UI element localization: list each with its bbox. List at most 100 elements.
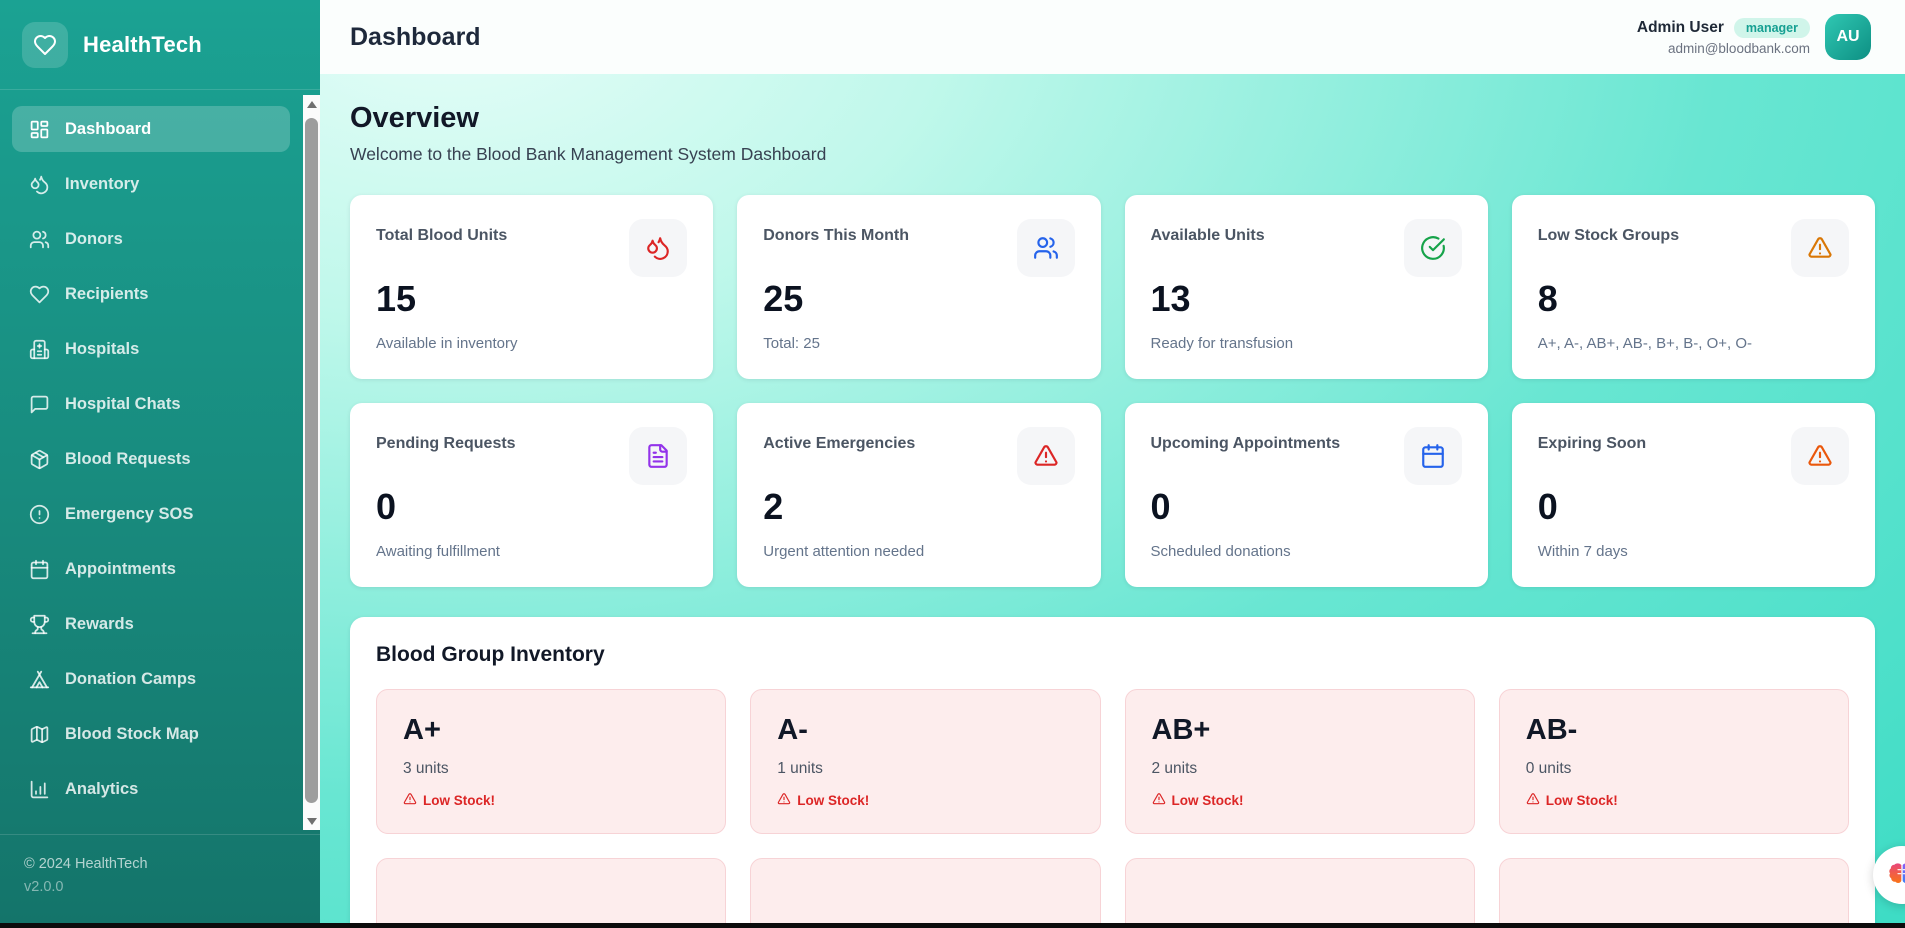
stat-subtitle: Awaiting fulfillment — [376, 542, 500, 560]
message-square-icon — [28, 393, 50, 415]
scrollbar-down-arrow[interactable] — [303, 812, 320, 830]
sidebar-nav: Dashboard Inventory Donors Recipients Ho… — [0, 90, 320, 834]
stat-title: Low Stock Groups — [1537, 227, 1680, 244]
stat-card-pending-requests: Pending Requests 0 Awaiting fulfillment — [350, 402, 714, 587]
blood-group-card-ab-neg: AB- 0 units Low Stock! — [1498, 688, 1849, 834]
stat-subtitle: Available in inventory — [376, 335, 518, 352]
stat-subtitle: Urgent attention needed — [763, 542, 925, 560]
heart-logo-icon — [22, 21, 68, 68]
sidebar-item-donors[interactable]: Donors — [12, 216, 290, 262]
stat-value: 0 — [376, 485, 397, 527]
blood-group-card-partial — [376, 857, 727, 928]
blood-type: A+ — [403, 713, 441, 746]
alert-triangle-icon — [1152, 792, 1166, 809]
stat-title: Available Units — [1150, 227, 1265, 244]
heart-icon — [28, 283, 50, 305]
overview-title: Overview — [350, 102, 479, 134]
sidebar-item-label: Dashboard — [65, 119, 152, 138]
sidebar: HealthTech Dashboard Inventory Donors Re… — [0, 0, 320, 928]
blood-type: AB- — [1525, 713, 1578, 746]
brain-icon — [1889, 863, 1905, 884]
sidebar-item-label: Hospitals — [65, 339, 140, 358]
blood-type: A- — [777, 713, 808, 746]
stats-grid: Total Blood Units 15 Available in invent… — [350, 195, 1875, 587]
stat-subtitle: Within 7 days — [1537, 542, 1628, 560]
alert-triangle-icon — [1791, 219, 1849, 277]
alert-triangle-icon — [1016, 426, 1075, 485]
sidebar-item-blood-requests[interactable]: Blood Requests — [12, 436, 290, 482]
stat-value: 0 — [1150, 485, 1171, 527]
calendar-icon — [28, 558, 50, 580]
sidebar-item-label: Recipients — [65, 284, 149, 303]
sidebar-item-rewards[interactable]: Rewards — [12, 601, 290, 647]
alert-triangle-icon — [1791, 426, 1849, 485]
sidebar-item-inventory[interactable]: Inventory — [12, 161, 290, 207]
stat-value: 0 — [1537, 485, 1558, 527]
file-text-icon — [629, 426, 688, 485]
alert-triangle-icon — [1526, 792, 1540, 809]
sidebar-item-recipients[interactable]: Recipients — [12, 271, 290, 317]
stat-card-available-units: Available Units 13 Ready for transfusion — [1124, 195, 1488, 379]
stat-value: 13 — [1150, 278, 1191, 319]
users-icon — [1016, 219, 1075, 277]
stat-card-expiring-soon: Expiring Soon 0 Within 7 days — [1511, 402, 1875, 587]
blood-units: 3 units — [403, 759, 449, 777]
alert-triangle-icon — [777, 792, 791, 809]
scrollbar-up-arrow[interactable] — [303, 95, 320, 113]
sidebar-item-label: Donors — [65, 229, 123, 248]
stat-subtitle: A+, A-, AB+, AB-, B+, B-, O+, O- — [1537, 335, 1753, 352]
low-stock-label: Low Stock! — [797, 792, 870, 808]
page-title: Dashboard — [350, 22, 481, 51]
stat-title: Donors This Month — [763, 227, 910, 244]
sidebar-item-dashboard[interactable]: Dashboard — [12, 106, 290, 152]
copyright-text: © 2024 HealthTech — [24, 856, 148, 873]
stat-card-total-blood-units: Total Blood Units 15 Available in invent… — [350, 195, 714, 379]
top-header: Dashboard Admin User manager admin@blood… — [320, 0, 1905, 74]
blood-group-card-partial — [1498, 857, 1849, 928]
overview-subtitle: Welcome to the Blood Bank Management Sys… — [350, 144, 827, 164]
sidebar-item-label: Appointments — [65, 559, 176, 578]
sidebar-item-label: Blood Stock Map — [65, 724, 199, 743]
dashboard-content: Overview Welcome to the Blood Bank Manag… — [320, 74, 1905, 928]
circle-check-icon — [1403, 219, 1462, 277]
blood-group-card-a-neg: A- 1 units Low Stock! — [750, 688, 1101, 834]
blood-group-grid-partial — [376, 857, 1849, 928]
stat-title: Active Emergencies — [763, 434, 916, 452]
sidebar-item-donation-camps[interactable]: Donation Camps — [12, 656, 290, 702]
sidebar-scrollbar[interactable] — [303, 95, 320, 830]
users-icon — [28, 228, 50, 250]
blood-group-card-partial — [1124, 857, 1475, 928]
low-stock-label: Low Stock! — [1171, 792, 1244, 808]
sidebar-item-label: Emergency SOS — [65, 504, 194, 523]
stat-card-upcoming-appointments: Upcoming Appointments 0 Scheduled donati… — [1124, 402, 1488, 587]
sidebar-item-appointments[interactable]: Appointments — [12, 546, 290, 592]
sidebar-item-hospitals[interactable]: Hospitals — [12, 326, 290, 372]
sidebar-item-blood-stock-map[interactable]: Blood Stock Map — [12, 711, 290, 757]
blood-type: AB+ — [1151, 713, 1211, 746]
stat-subtitle: Scheduled donations — [1150, 542, 1291, 560]
sidebar-item-label: Analytics — [65, 779, 139, 798]
avatar[interactable]: AU — [1825, 14, 1871, 60]
role-badge: manager — [1733, 18, 1810, 38]
low-stock-label: Low Stock! — [423, 792, 496, 808]
blood-units: 0 units — [1525, 759, 1572, 777]
brand-header: HealthTech — [0, 0, 320, 90]
layout-dashboard-icon — [28, 118, 50, 140]
stat-title: Upcoming Appointments — [1150, 434, 1341, 452]
stat-subtitle: Total: 25 — [763, 335, 820, 352]
blood-units: 1 units — [777, 759, 823, 777]
sidebar-item-hospital-chats[interactable]: Hospital Chats — [12, 381, 290, 427]
blood-group-grid: A+ 3 units Low Stock! A- 1 units Low Sto… — [376, 688, 1849, 834]
blood-group-card-a-pos: A+ 3 units Low Stock! — [376, 688, 727, 834]
calendar-icon — [1403, 426, 1462, 485]
scrollbar-thumb[interactable] — [305, 118, 318, 803]
brand-name: HealthTech — [83, 31, 202, 57]
stat-card-active-emergencies: Active Emergencies 2 Urgent attention ne… — [737, 402, 1101, 587]
sidebar-item-label: Donation Camps — [65, 669, 197, 688]
blood-group-card-partial — [750, 857, 1101, 928]
droplets-icon — [629, 219, 688, 277]
sidebar-item-analytics[interactable]: Analytics — [12, 766, 290, 812]
sidebar-item-emergency-sos[interactable]: Emergency SOS — [12, 491, 290, 537]
blood-group-card-ab-pos: AB+ 2 units Low Stock! — [1124, 688, 1475, 834]
sidebar-item-label: Hospital Chats — [65, 394, 181, 413]
